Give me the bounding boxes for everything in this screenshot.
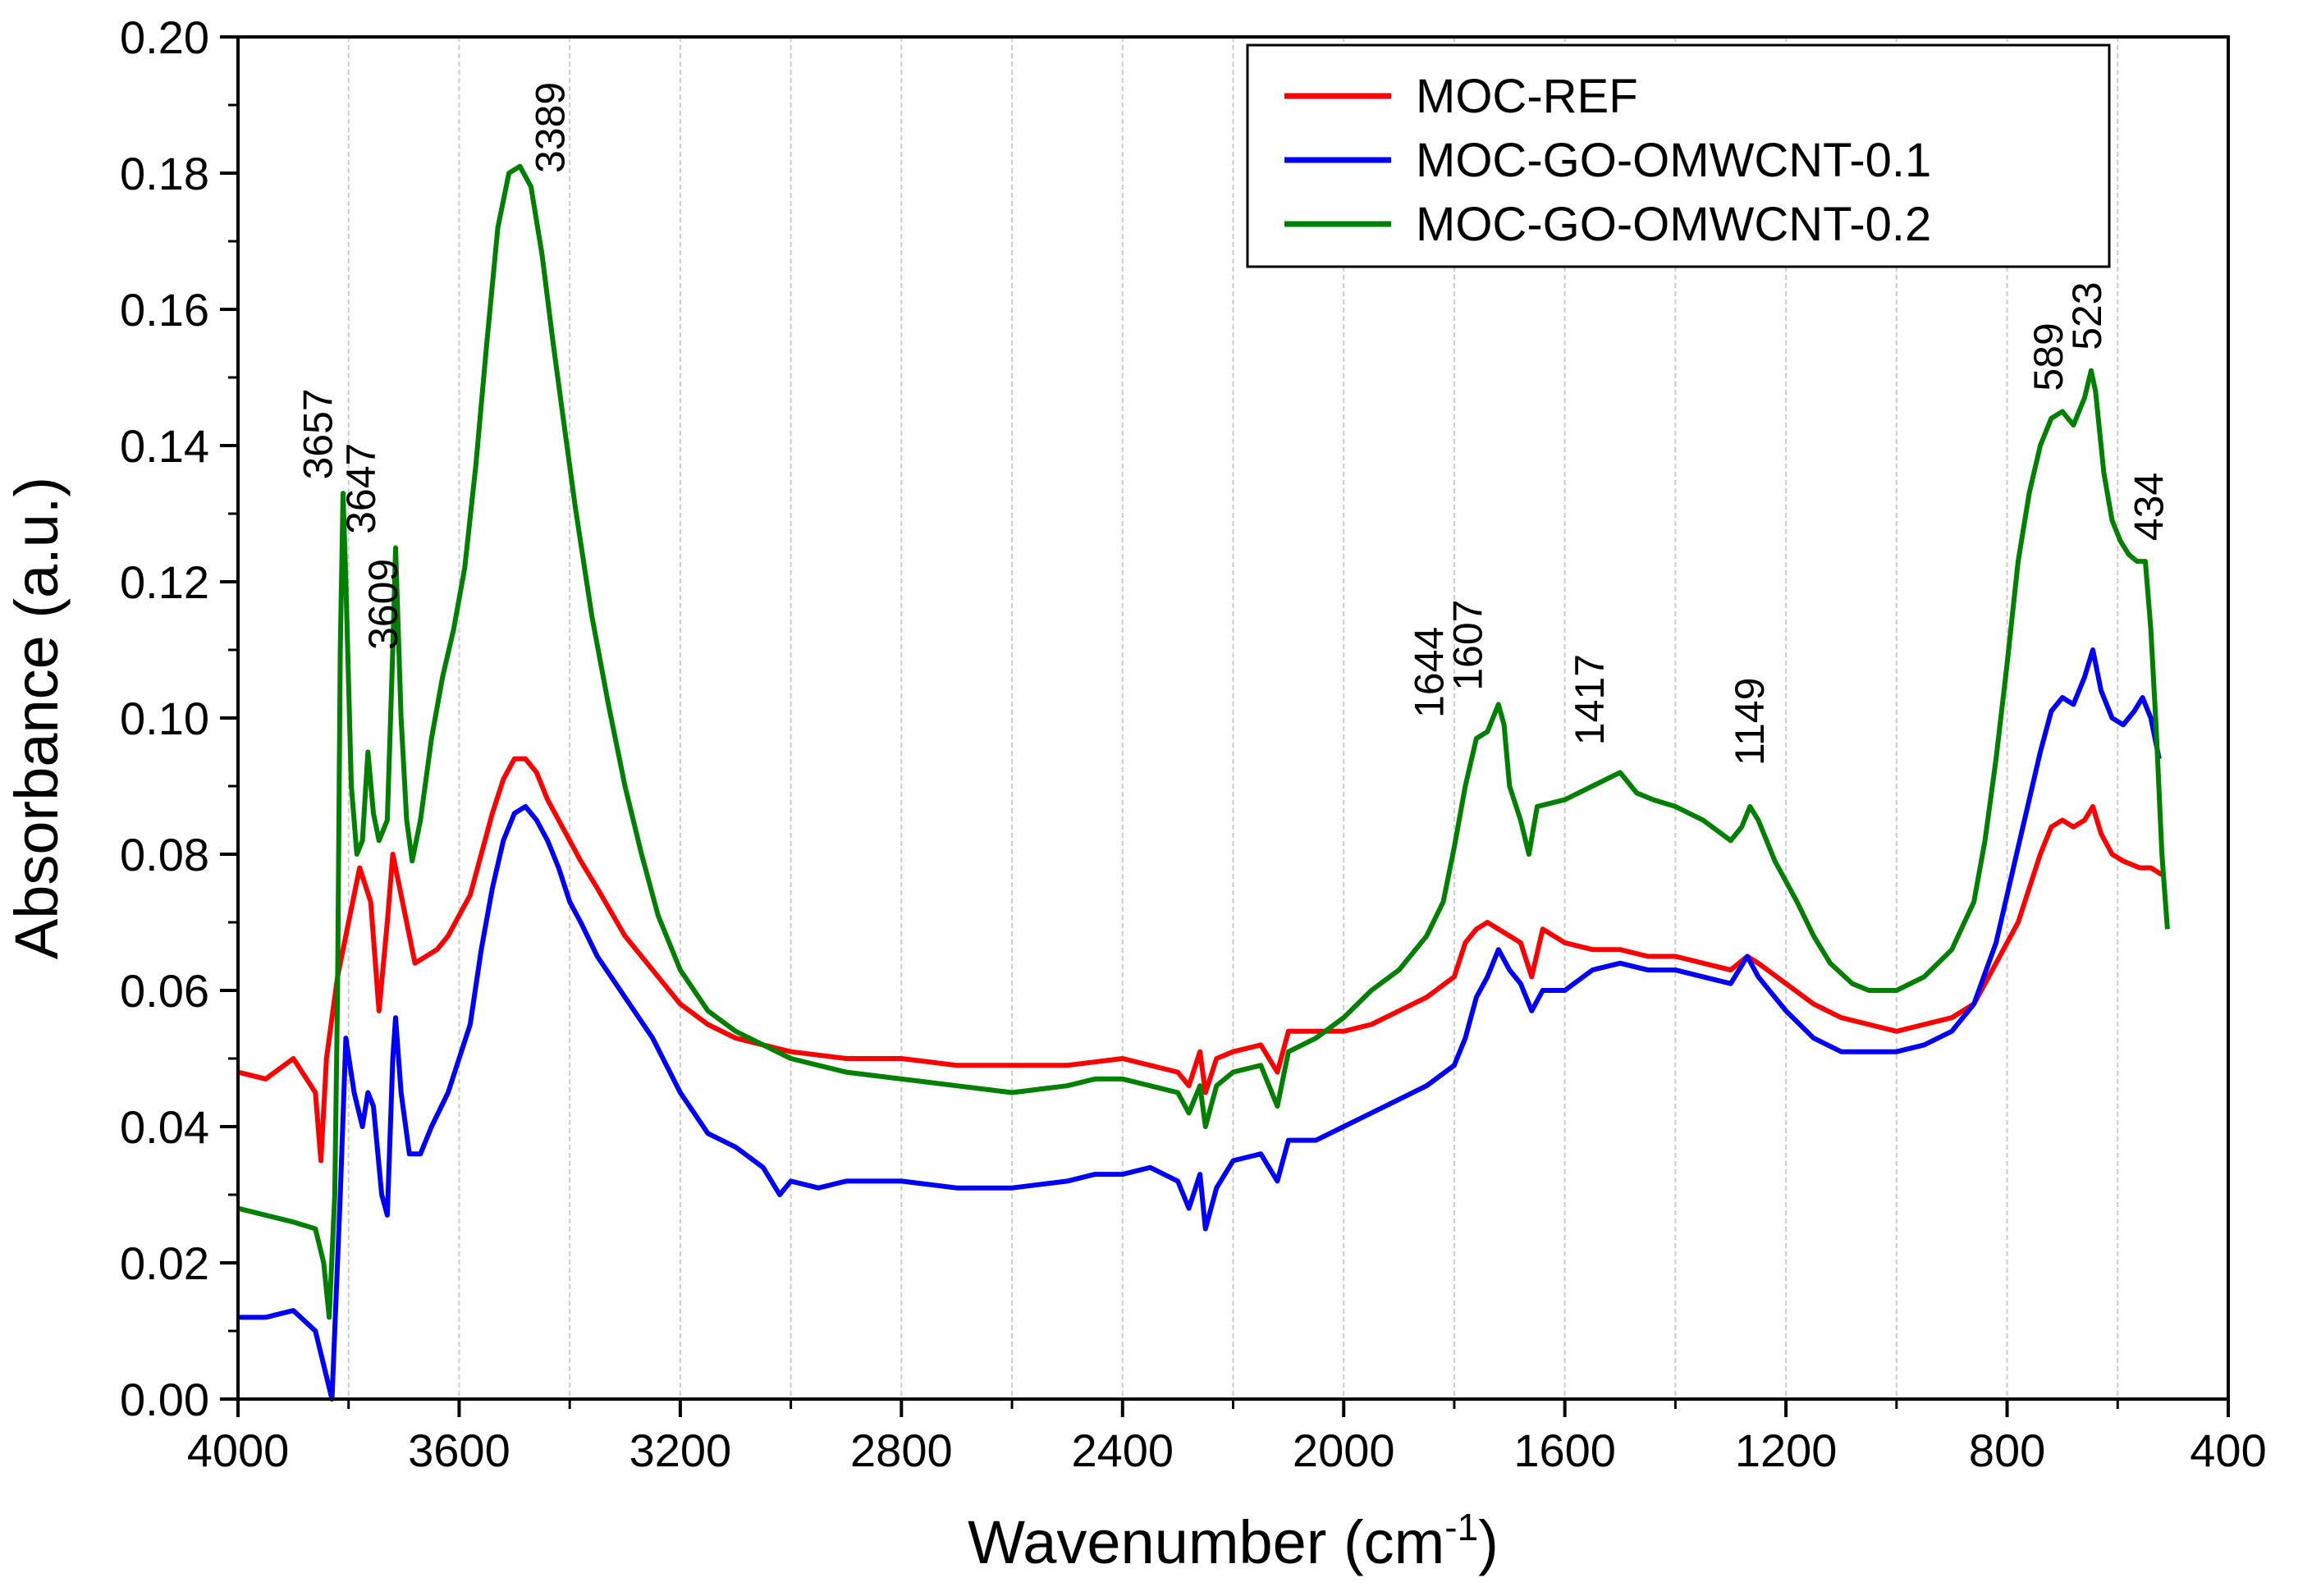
- legend-box: [1246, 43, 2111, 268]
- x-tick-label: 4000: [187, 1425, 290, 1476]
- y-tick-label: 0.12: [120, 556, 209, 608]
- legend-label: MOC-REF: [1416, 70, 1638, 123]
- peak-label: 3609: [360, 559, 406, 650]
- legend: MOC-REF MOC-GO-OMWCNT-0.1 MOC-GO-OMWCNT-0.…: [1246, 43, 2111, 268]
- x-tick-label: 800: [1969, 1425, 2045, 1476]
- series-line-3: [237, 163, 2170, 1320]
- x-tick-label: 3200: [629, 1425, 732, 1476]
- y-tick-label: 0.16: [120, 284, 209, 336]
- x-axis-title: Wavenumber (cm-1): [968, 1506, 1499, 1576]
- peak-label: 1149: [1727, 678, 1773, 766]
- x-tick-label: 1600: [1513, 1425, 1616, 1476]
- series-line-2: [238, 647, 2162, 1402]
- x-tick-label: 2800: [850, 1425, 953, 1476]
- y-tick-label: 0.04: [120, 1101, 209, 1153]
- peak-label: 1417: [1567, 654, 1613, 745]
- y-tick-label: 0.06: [120, 965, 209, 1017]
- axis-ticks: 4000 3600 3200 2800 2400 2000 1600 1200 800 400 0.…: [120, 11, 2267, 1476]
- x-tick-label: 1200: [1735, 1425, 1838, 1476]
- x-tick-label: 2400: [1071, 1425, 1174, 1476]
- peak-label: 434: [2126, 473, 2172, 541]
- series-lines: [237, 163, 2170, 1402]
- series-line-1: [237, 756, 2163, 1164]
- peak-label: 589: [2026, 322, 2071, 391]
- legend-label: MOC-GO-OMWCNT-0.1: [1416, 134, 1931, 187]
- x-tick-label: 400: [2190, 1425, 2266, 1476]
- peak-label: 3389: [527, 82, 573, 173]
- y-tick-label: 0.08: [120, 829, 209, 880]
- peak-label: 3647: [338, 443, 384, 534]
- y-axis-title: Absorbance (a.u.): [2, 477, 71, 959]
- y-tick-label: 0.20: [120, 11, 209, 63]
- peak-label: 3657: [295, 388, 341, 479]
- y-tick-label: 0.02: [120, 1237, 209, 1289]
- y-tick-label: 0.00: [120, 1374, 209, 1425]
- legend-label: MOC-GO-OMWCNT-0.2: [1416, 198, 1931, 251]
- peak-label: 523: [2064, 281, 2110, 350]
- peak-label: 1644: [1406, 627, 1452, 718]
- y-tick-label: 0.18: [120, 148, 209, 199]
- peak-label: 1607: [1445, 600, 1491, 691]
- x-tick-label: 3600: [408, 1425, 510, 1476]
- y-tick-label: 0.10: [120, 693, 209, 744]
- x-tick-label: 2000: [1293, 1425, 1395, 1476]
- y-tick-label: 0.14: [120, 420, 209, 472]
